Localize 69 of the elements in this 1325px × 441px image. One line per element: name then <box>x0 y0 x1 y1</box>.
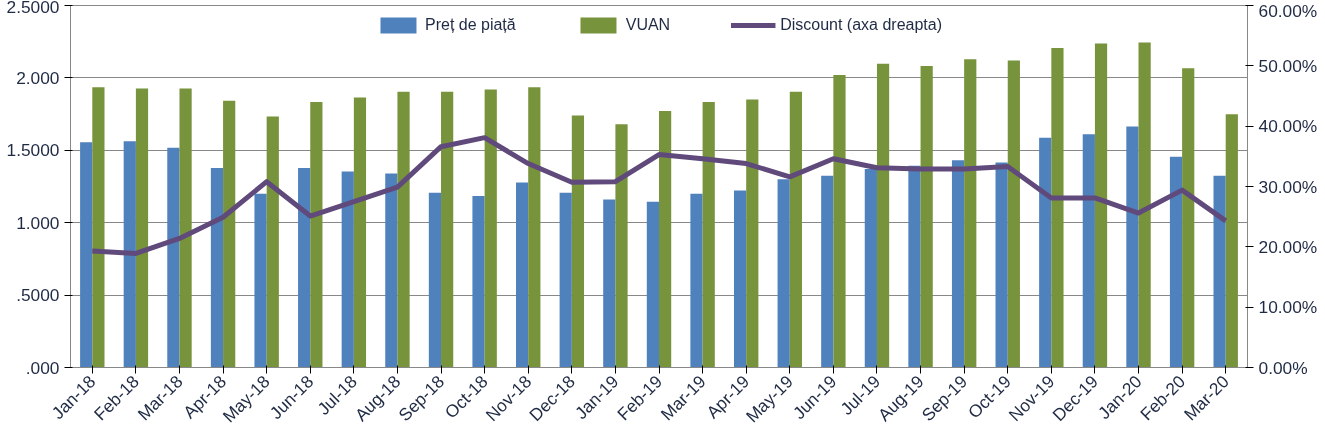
bar <box>167 147 180 368</box>
y2-tick-label: 10.00% <box>1258 297 1318 318</box>
y-tick-label: 2.5000 <box>6 0 60 17</box>
bar <box>397 91 410 368</box>
legend-label: Discount (axa dreapta) <box>780 16 943 34</box>
bar <box>428 192 442 368</box>
y2-tick-label: 60.00% <box>1258 0 1318 21</box>
y2-tick-label: 50.00% <box>1258 55 1318 76</box>
bar <box>341 171 354 368</box>
bar <box>1213 175 1226 368</box>
bar <box>1138 42 1151 368</box>
bar <box>484 89 497 368</box>
bar <box>135 88 149 368</box>
legend-label: Preț de piață <box>424 16 516 34</box>
bar <box>1082 134 1095 368</box>
bar <box>646 201 659 368</box>
bar <box>223 100 236 368</box>
y-tick-label: .5000 <box>16 285 60 306</box>
bar <box>864 169 877 368</box>
y2-tick-label: 30.00% <box>1258 176 1318 197</box>
y-tick-label: 1.000 <box>16 212 60 233</box>
bar <box>833 75 846 368</box>
bar <box>876 63 890 368</box>
bar <box>659 110 672 368</box>
bar <box>179 88 192 368</box>
y-tick-label: 1.5000 <box>6 140 60 161</box>
bar <box>615 124 628 368</box>
bar <box>1182 68 1195 368</box>
legend-label: VUAN <box>625 16 671 34</box>
bar <box>353 97 367 368</box>
bar <box>1094 43 1108 368</box>
bar <box>964 59 977 368</box>
bar <box>385 173 398 368</box>
bar <box>702 101 715 368</box>
bar <box>254 193 267 368</box>
bar <box>123 141 136 368</box>
bar <box>266 116 279 368</box>
bar <box>1051 48 1064 368</box>
bar <box>821 175 834 368</box>
bar <box>1169 156 1183 368</box>
bar <box>310 101 323 368</box>
bar <box>298 167 311 368</box>
bar <box>789 91 802 368</box>
bar <box>92 87 105 368</box>
bar <box>441 91 454 368</box>
bar <box>777 179 790 368</box>
bar <box>210 167 224 368</box>
bar <box>559 192 572 368</box>
bar <box>528 87 541 368</box>
bar <box>1126 126 1139 368</box>
y2-tick-label: 40.00% <box>1258 116 1318 137</box>
bar <box>690 193 703 368</box>
bar <box>80 142 93 368</box>
bar <box>472 196 485 368</box>
bar <box>746 99 759 368</box>
y-tick-label: .000 <box>25 357 60 378</box>
y2-tick-label: 20.00% <box>1258 236 1318 257</box>
y-tick-label: 2.000 <box>16 67 60 88</box>
bar <box>603 199 616 368</box>
bar <box>1225 114 1238 368</box>
y2-tick-label: 0.00% <box>1258 357 1308 378</box>
bar <box>516 182 529 368</box>
bar <box>920 66 933 368</box>
bar <box>995 162 1008 368</box>
bar <box>571 115 585 368</box>
bar <box>1007 60 1020 368</box>
bar <box>1039 137 1052 368</box>
bar <box>733 190 747 368</box>
bar <box>951 160 965 368</box>
